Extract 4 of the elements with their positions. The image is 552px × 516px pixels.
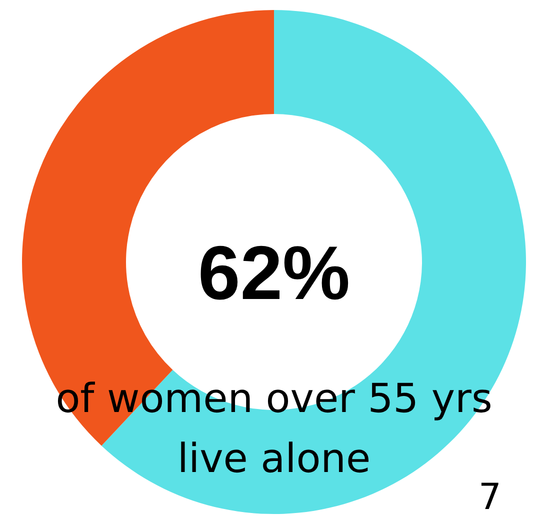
data-label: 62%: [198, 231, 350, 316]
text: 7: [478, 477, 502, 516]
text: live alone: [177, 436, 371, 482]
donut-slice: [101, 10, 526, 514]
